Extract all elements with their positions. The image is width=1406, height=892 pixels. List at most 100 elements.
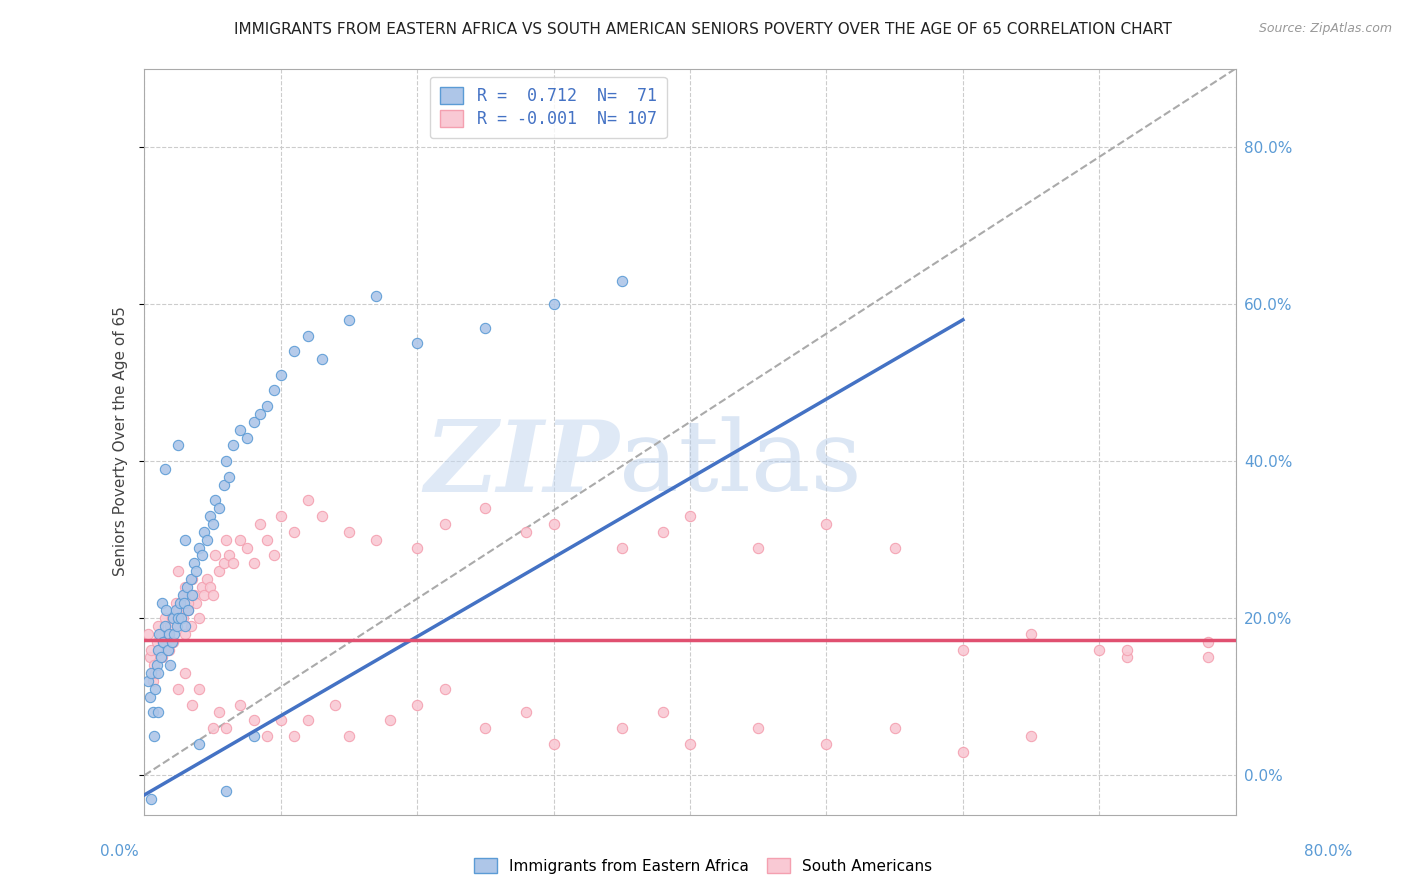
Point [173,595,195,609]
Point [543,297,565,311]
Point [143,666,166,681]
Point [150,650,173,665]
Point [152,634,174,648]
Legend: R =  0.712  N=  71, R = -0.001  N= 107: R = 0.712 N= 71, R = -0.001 N= 107 [430,77,666,138]
Point [167,611,190,625]
Point [311,509,333,524]
Point [201,721,224,735]
Point [242,729,264,743]
Point [145,634,167,648]
Point [406,336,429,351]
Point [141,792,163,806]
Point [180,619,202,633]
Point [1088,642,1111,657]
Point [188,541,211,555]
Point [311,352,333,367]
Point [162,611,184,625]
Point [193,588,215,602]
Point [1115,650,1137,665]
Point [181,572,204,586]
Point [195,572,218,586]
Point [174,619,197,633]
Point [208,501,231,516]
Point [155,642,177,657]
Point [215,721,238,735]
Point [167,681,190,696]
Point [177,603,200,617]
Point [165,595,187,609]
Point [406,541,429,555]
Point [651,706,673,720]
Point [150,595,173,609]
Point [167,438,190,452]
Point [215,533,238,547]
Point [235,431,257,445]
Point [212,477,235,491]
Point [170,611,193,625]
Point [176,595,198,609]
Point [337,524,360,539]
Point [142,706,165,720]
Point [256,533,278,547]
Point [174,580,197,594]
Point [543,737,565,751]
Point [152,634,174,648]
Point [163,627,186,641]
Point [183,588,205,602]
Point [186,595,208,609]
Point [366,289,388,303]
Point [188,681,211,696]
Point [190,580,212,594]
Point [141,642,163,657]
Point [174,627,197,641]
Point [174,666,197,681]
Point [159,658,181,673]
Point [153,611,176,625]
Point [146,619,169,633]
Point [139,690,162,704]
Point [177,603,200,617]
Point [222,438,245,452]
Point [149,627,172,641]
Point [142,729,165,743]
Point [515,524,537,539]
Text: Source: ZipAtlas.com: Source: ZipAtlas.com [1258,22,1392,36]
Point [173,588,195,602]
Point [181,698,204,712]
Point [406,698,429,712]
Point [679,509,702,524]
Point [952,642,974,657]
Point [1115,642,1137,657]
Point [186,564,208,578]
Point [183,556,205,570]
Point [1198,634,1220,648]
Point [142,658,165,673]
Point [153,462,176,476]
Point [169,611,191,625]
Text: IMMIGRANTS FROM EASTERN AFRICA VS SOUTH AMERICAN SENIORS POVERTY OVER THE AGE OF: IMMIGRANTS FROM EASTERN AFRICA VS SOUTH … [233,22,1173,37]
Point [156,642,179,657]
Point [325,698,347,712]
Point [270,509,292,524]
Point [952,745,974,759]
Point [474,501,496,516]
Point [198,580,221,594]
Point [176,580,198,594]
Point [1019,627,1042,641]
Point [263,384,285,398]
Point [177,595,200,609]
Point [167,603,190,617]
Point [270,368,292,382]
Point [157,627,180,641]
Point [815,516,838,531]
Point [138,674,160,689]
Point [283,344,305,359]
Point [366,533,388,547]
Point [222,556,245,570]
Point [378,714,401,728]
Point [166,619,188,633]
Text: ZIP: ZIP [425,416,619,512]
Point [190,549,212,563]
Point [218,470,240,484]
Point [146,666,169,681]
